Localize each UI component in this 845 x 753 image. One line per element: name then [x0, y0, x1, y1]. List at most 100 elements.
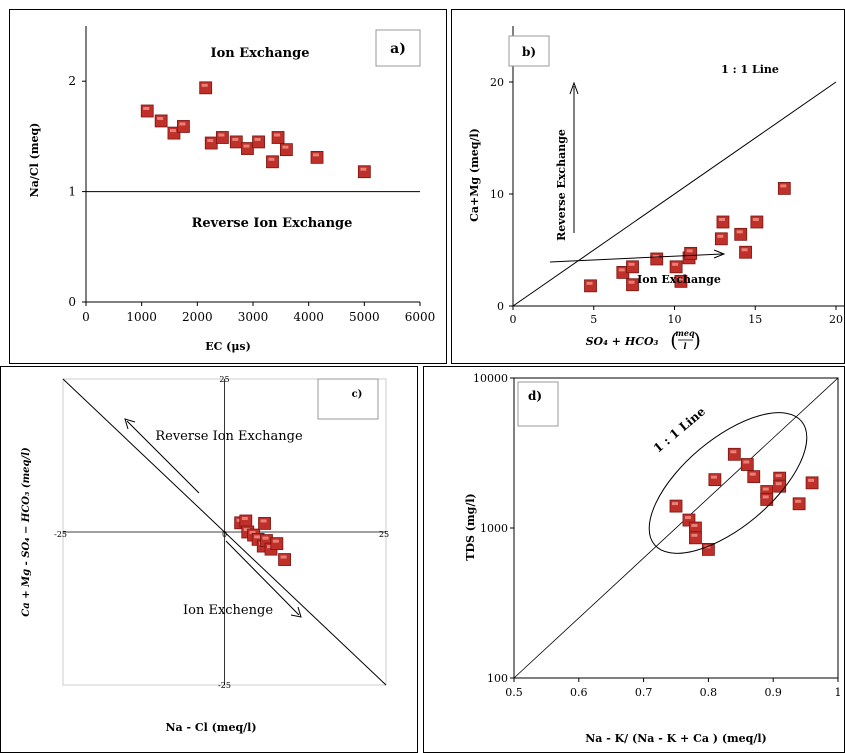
- data-point-a-body: [215, 131, 229, 144]
- annotation-ion-exchange-a: Ion Exchange: [211, 46, 310, 61]
- y-tick-label-d: 1000: [480, 522, 508, 535]
- data-point-d: [792, 497, 806, 511]
- y-tick-label-d: 100: [487, 672, 508, 685]
- data-point-c-body: [278, 553, 291, 566]
- data-point-b-body: [734, 227, 748, 241]
- data-point-d-shine: [710, 475, 717, 479]
- chart-d: 0.5 0.6 0.7 0.8 0.9 1 100 1000 10000 d) 1 : 1 Li…: [464, 372, 842, 745]
- data-point-a-shine: [274, 133, 281, 137]
- arrow-down-right-c: [225, 540, 300, 616]
- x-tick-label-d: 1: [835, 686, 842, 699]
- arrow-up-head-b: [569, 81, 579, 95]
- panel-a: 0 1000 2000 3000 4000 5000 6000 0 1 2 a) Ion Exch…: [9, 9, 447, 364]
- arrow-up-left-head-c: [124, 418, 136, 430]
- data-point-a-body: [140, 104, 154, 118]
- y-tick-label-d: 10000: [473, 372, 508, 385]
- panel-d: 0.5 0.6 0.7 0.8 0.9 1 100 1000 10000 d) 1 : 1 Li…: [423, 366, 845, 753]
- data-point-d-shine: [808, 478, 815, 482]
- x-tick-label-c: 25: [379, 530, 389, 539]
- data-point-b-shine: [628, 280, 635, 284]
- data-point-b-body: [739, 245, 752, 259]
- chart-a: 0 1000 2000 3000 4000 5000 6000 0 1 2 a) Ion Exch…: [28, 26, 435, 353]
- data-point-a: [154, 114, 168, 128]
- panel-label-c: c): [352, 389, 363, 400]
- data-point-d-body: [701, 543, 715, 556]
- annotation-reverse-ion-exchange-a: Reverse Ion Exchange: [192, 216, 353, 231]
- data-point-a: [241, 142, 254, 155]
- data-point-d-body: [708, 473, 722, 487]
- y-tick-label-b: 0: [497, 300, 504, 313]
- data-point-b-body: [777, 181, 791, 195]
- data-point-a: [357, 165, 371, 179]
- data-point-c-body: [258, 517, 271, 530]
- data-point-d-body: [740, 458, 754, 471]
- data-point-a: [204, 136, 218, 150]
- data-point-a-body: [252, 135, 265, 149]
- data-point-a: [266, 155, 279, 169]
- data-point-c-shine: [280, 555, 287, 559]
- x-axis-label-a: EC (μs): [205, 340, 251, 353]
- x-axis-label-c: Na - Cl (meq/l): [165, 721, 256, 734]
- data-point-b-body: [669, 260, 683, 274]
- data-point-c: [258, 517, 271, 530]
- data-point-a: [199, 81, 213, 95]
- data-point-a-shine: [232, 137, 239, 141]
- data-point-c-shine: [267, 545, 274, 549]
- x-axis-label-b: SO₄ + HCO₃ ( ) meq l: [586, 328, 701, 352]
- data-point-d-body: [689, 531, 702, 545]
- x-tick-label-b: 5: [590, 313, 597, 326]
- data-point-c-body: [270, 537, 284, 551]
- data-point-b: [584, 279, 597, 293]
- data-point-b-shine: [676, 277, 683, 281]
- y-tick-label-a: 0: [68, 295, 76, 309]
- y-tick-label-b: 20: [490, 76, 504, 89]
- data-point-a-shine: [313, 153, 320, 157]
- data-point-b-body: [750, 215, 764, 229]
- data-point-d: [805, 476, 819, 490]
- data-point-b-body: [714, 232, 728, 246]
- plot-area-c: -25 0 25 25 -25: [54, 375, 389, 690]
- data-point-a-body: [271, 131, 285, 144]
- data-point-c-shine: [243, 528, 250, 531]
- data-point-a-shine: [207, 139, 214, 143]
- cluster-ellipse-d: [648, 412, 808, 554]
- x-tick-label-c: -25: [54, 530, 67, 539]
- data-point-d: [740, 458, 754, 471]
- x-tick-label-d: 0.6: [570, 686, 588, 699]
- label-box-c: [317, 378, 379, 420]
- data-point-a-shine: [169, 129, 176, 133]
- data-point-d-body: [747, 470, 761, 484]
- y-tick-label-a: 1: [68, 185, 76, 199]
- data-point-a-shine: [268, 157, 275, 161]
- data-point-a: [252, 135, 265, 149]
- data-point-a-shine: [282, 145, 289, 149]
- y-axis-label-b: Ca+Mg (meq/l): [468, 128, 481, 222]
- label-box-a: [375, 29, 421, 67]
- panel-b: 0 5 10 15 20 0 10 20 b) 1 : 1 Line Reverse Exch…: [451, 9, 845, 364]
- data-point-b-body: [584, 279, 597, 293]
- label-box-d: [517, 381, 559, 427]
- data-point-a-body: [154, 114, 168, 128]
- x-axis-label-main-b: SO₄ + HCO₃: [586, 335, 659, 348]
- data-point-a-body: [199, 81, 213, 95]
- data-point-a: [167, 126, 181, 140]
- x-axis-label-d: Na - K/ (Na - K + Ca ) (meq/l): [585, 732, 767, 745]
- data-point-a-body: [279, 143, 293, 157]
- data-point-a-shine: [243, 144, 250, 148]
- data-point-a: [279, 143, 293, 157]
- data-point-d-shine: [743, 460, 750, 464]
- data-point-c: [278, 553, 291, 566]
- x-tick-label-a: 2000: [182, 310, 213, 324]
- arrow-up-left-c: [126, 420, 200, 494]
- reference-line-c: [62, 378, 387, 686]
- fraction-numerator-b: meq: [675, 328, 695, 338]
- x-tick-label-a: 5000: [349, 310, 380, 324]
- data-point-d-shine: [691, 533, 698, 537]
- y-tick-label-c: -25: [218, 681, 231, 690]
- data-point-d-body: [727, 447, 741, 461]
- data-point-b: [777, 181, 791, 195]
- data-point-b-shine: [652, 254, 659, 258]
- data-point-d-body: [792, 497, 806, 511]
- data-point-b: [674, 274, 688, 288]
- data-point-c-shine: [254, 535, 261, 539]
